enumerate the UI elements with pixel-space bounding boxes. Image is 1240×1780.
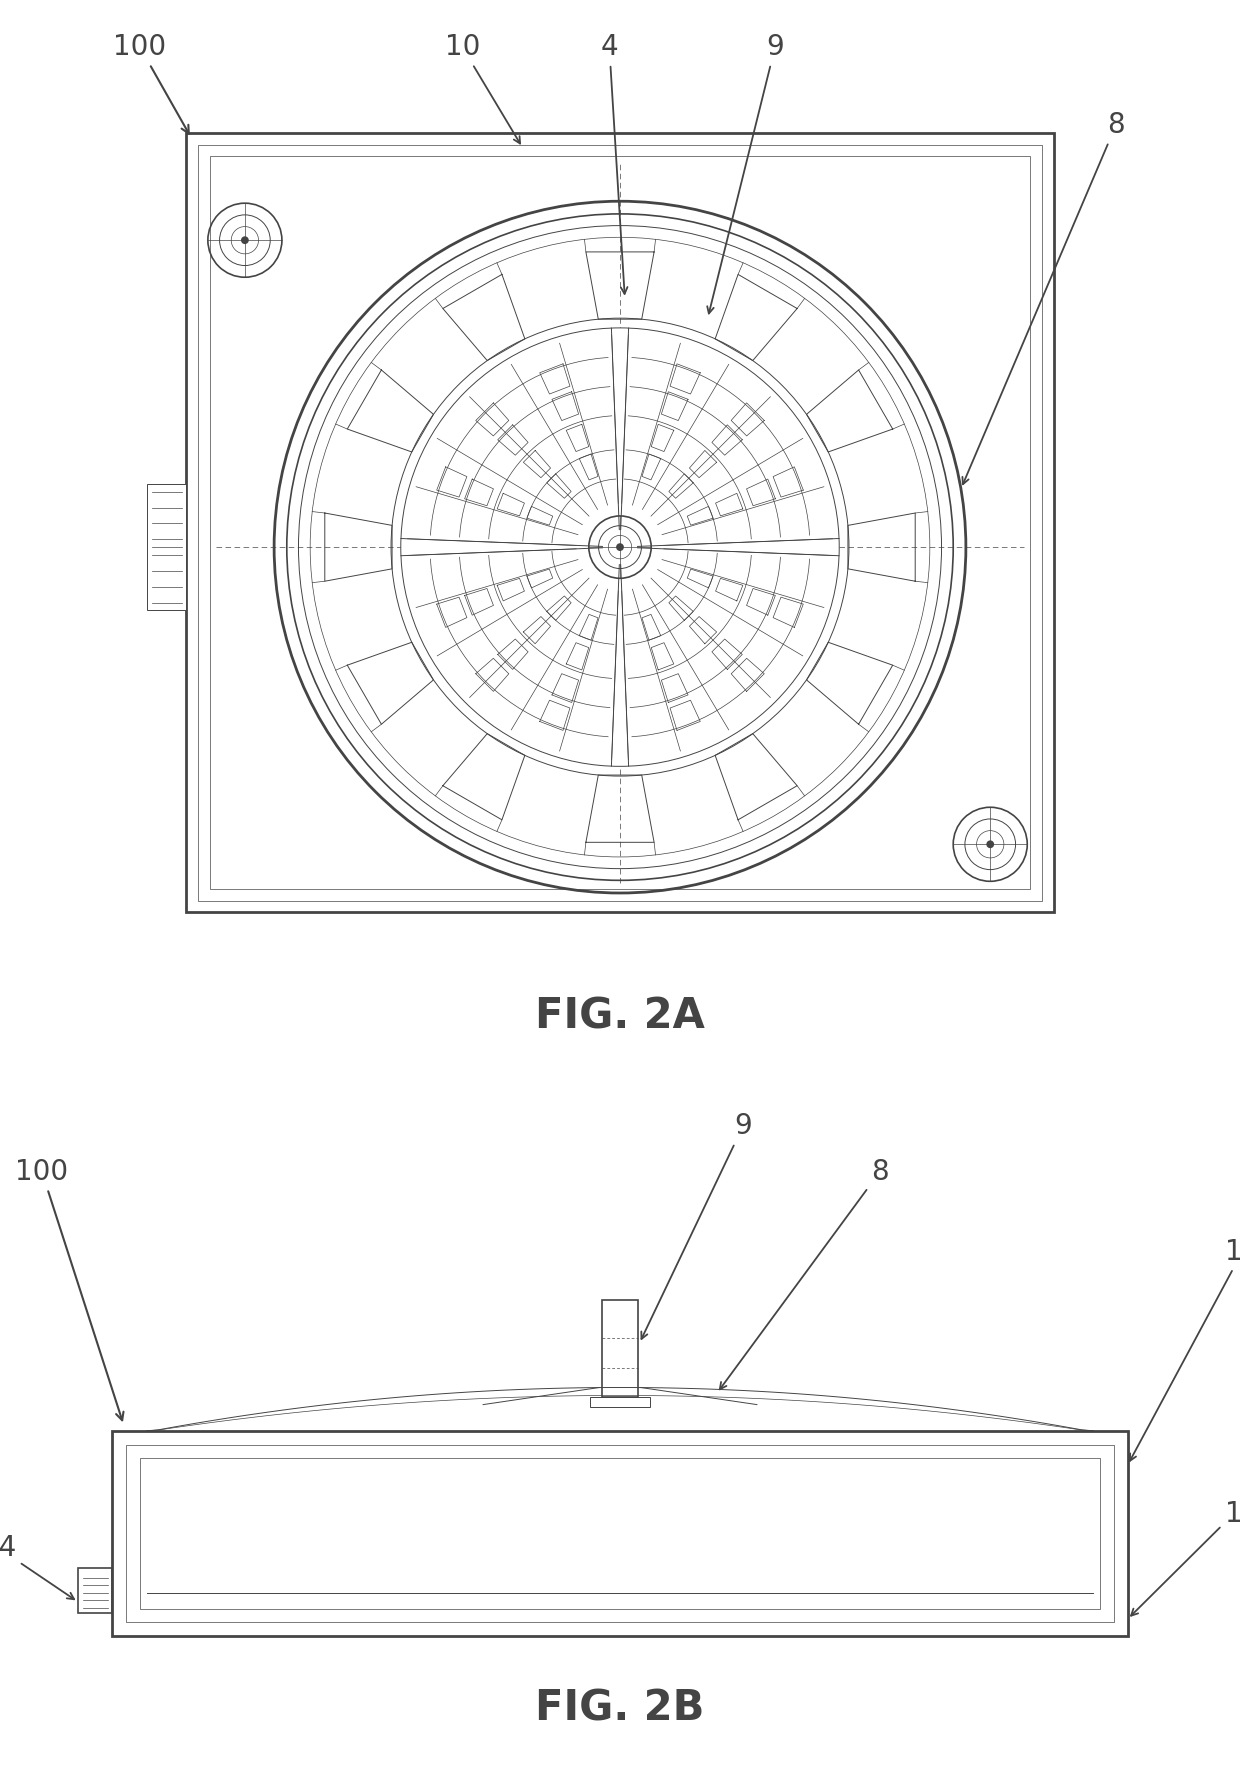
Bar xyxy=(198,144,1042,901)
Text: FIG. 2A: FIG. 2A xyxy=(536,995,704,1038)
Text: 14: 14 xyxy=(0,1534,74,1598)
Bar xyxy=(126,1445,1114,1623)
Bar xyxy=(140,1458,1100,1609)
Bar xyxy=(186,134,1054,913)
Bar xyxy=(210,157,1030,888)
Circle shape xyxy=(401,328,839,767)
Circle shape xyxy=(241,237,249,244)
Text: 10: 10 xyxy=(1130,1237,1240,1461)
Text: 8: 8 xyxy=(962,110,1125,484)
Text: 10: 10 xyxy=(445,34,520,144)
Bar xyxy=(78,1568,113,1613)
Text: 100: 100 xyxy=(15,1157,124,1420)
Bar xyxy=(590,1397,650,1406)
Bar xyxy=(601,1299,639,1397)
Text: 9: 9 xyxy=(707,34,784,313)
Text: FIG. 2B: FIG. 2B xyxy=(536,1687,704,1730)
Text: 100: 100 xyxy=(113,34,188,134)
Text: 8: 8 xyxy=(719,1157,889,1390)
Bar xyxy=(113,1431,1127,1636)
Circle shape xyxy=(986,840,994,849)
Circle shape xyxy=(616,543,624,552)
Text: 9: 9 xyxy=(641,1112,751,1339)
Text: 4: 4 xyxy=(600,34,627,294)
Text: 1: 1 xyxy=(1131,1501,1240,1616)
Bar xyxy=(148,484,186,611)
